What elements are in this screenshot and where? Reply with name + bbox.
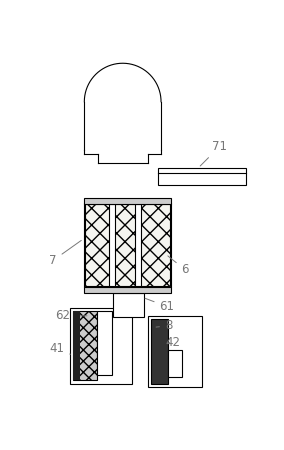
Text: 6: 6	[168, 256, 189, 276]
Bar	[74, 311, 80, 381]
Bar	[74, 311, 97, 381]
Bar	[83, 287, 171, 293]
Bar	[70, 308, 132, 383]
Text: 8: 8	[156, 320, 172, 332]
Bar	[148, 316, 202, 387]
Bar	[135, 204, 141, 286]
Bar	[168, 351, 182, 378]
Bar	[113, 293, 144, 316]
Bar	[158, 168, 246, 185]
Bar	[85, 204, 170, 286]
Bar	[83, 198, 171, 204]
Text: 61: 61	[145, 298, 174, 313]
Bar	[84, 63, 161, 163]
Text: 62: 62	[55, 309, 87, 322]
Bar	[151, 319, 168, 383]
Text: 71: 71	[200, 140, 227, 166]
Bar	[83, 202, 171, 287]
Bar	[109, 204, 115, 286]
Text: 7: 7	[49, 240, 81, 267]
Bar	[97, 311, 112, 375]
Text: 41: 41	[49, 342, 70, 355]
Text: 42: 42	[165, 336, 180, 349]
